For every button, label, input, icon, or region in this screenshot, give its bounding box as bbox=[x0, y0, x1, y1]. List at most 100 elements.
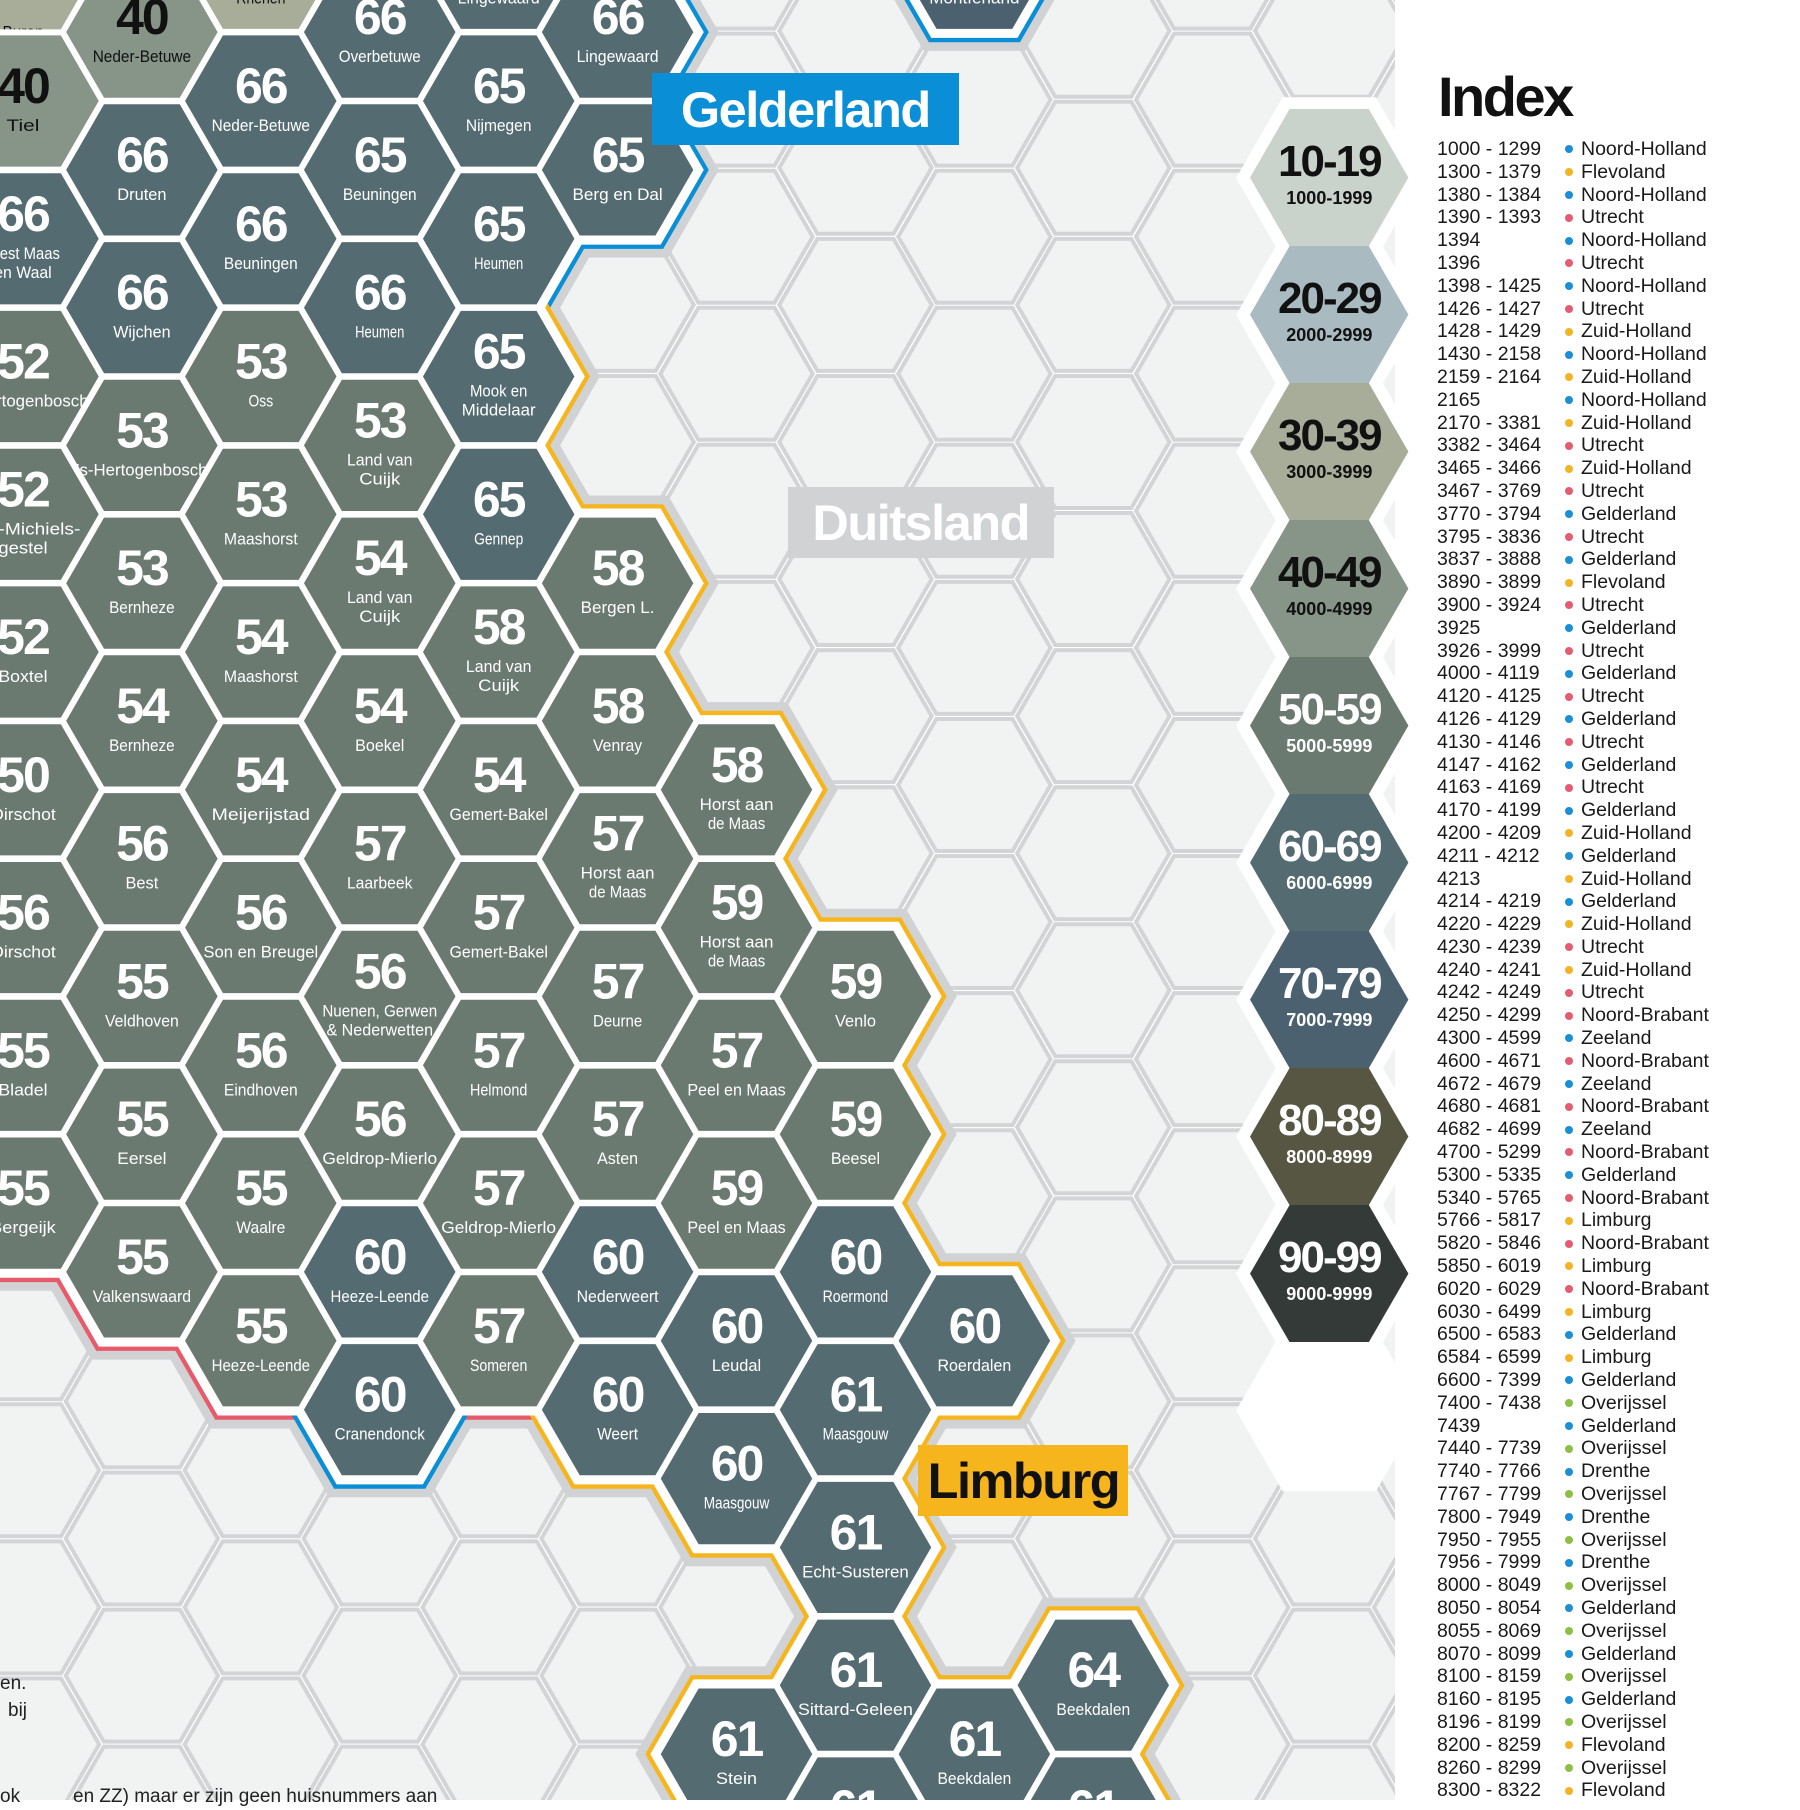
hex-municipality-name: Beekdalen bbox=[937, 1770, 1011, 1788]
legend-band-range: 50-59 bbox=[1278, 684, 1383, 734]
index-entry-province: Gelderland bbox=[1581, 890, 1677, 913]
index-entry-range: 8196 - 8199 bbox=[1437, 1710, 1542, 1733]
province-dot-icon bbox=[1565, 1330, 1573, 1339]
index-entry: 3770 - 3794 Gelderland bbox=[1437, 503, 1709, 526]
municipality-hex[interactable]: 54 Maashorst bbox=[178, 580, 344, 724]
province-dot-icon bbox=[1565, 213, 1573, 222]
index-entry-province: Zuid-Holland bbox=[1581, 365, 1692, 388]
hex-municipality-name: Sint-Michiels- bbox=[0, 520, 80, 538]
hex-municipality-name: Waalre bbox=[236, 1219, 285, 1237]
background-hex bbox=[1014, 648, 1172, 785]
hex-postcode-number: 65 bbox=[592, 127, 645, 183]
hex-municipality-name: Cuijk bbox=[359, 608, 401, 626]
municipality-hex[interactable]: 61 bbox=[776, 1751, 934, 1800]
index-entry: 4163 - 4169 Utrecht bbox=[1437, 776, 1709, 799]
municipality-hex[interactable]: 56 Nuenen, Gerwen& Nederwetten bbox=[297, 924, 463, 1068]
index-entry: 5850 - 6019 Limburg bbox=[1437, 1255, 1709, 1278]
province-dot-icon bbox=[1565, 1102, 1573, 1111]
municipality-hex[interactable]: 56 Best bbox=[59, 787, 225, 931]
municipality-hex[interactable]: 40 Tiel bbox=[0, 29, 106, 173]
index-entry-province: Gelderland bbox=[1581, 844, 1677, 867]
municipality-hex[interactable]: 56 Geldrop-Mierlo bbox=[297, 1062, 463, 1206]
municipality-hex-layer: Buren40Neder-Betuwe40TielRhenen66Overbet… bbox=[0, 0, 1173, 1800]
province-dot-icon bbox=[1565, 1490, 1573, 1499]
index-entry: 4240 - 4241 Zuid-Holland bbox=[1437, 959, 1709, 982]
municipality-hex[interactable]: 60 Roerdalen bbox=[891, 1269, 1058, 1413]
municipality-hex[interactable]: 61 bbox=[1014, 1751, 1172, 1800]
province-dot-icon bbox=[1565, 624, 1573, 633]
municipality-hex[interactable]: 60 Heeze-Leende bbox=[297, 1200, 463, 1344]
municipality-hex[interactable]: 55 Eersel bbox=[59, 1062, 225, 1206]
province-dot-icon bbox=[1565, 327, 1573, 336]
municipality-hex[interactable]: 55 Heeze-Leende bbox=[178, 1269, 344, 1413]
municipality-hex[interactable]: 60 Cranendonck bbox=[297, 1338, 463, 1482]
municipality-hex[interactable]: 59 Venlo bbox=[772, 924, 939, 1068]
hex-shape bbox=[297, 1338, 463, 1482]
hex-postcode-number: 54 bbox=[235, 747, 289, 803]
municipality-hex[interactable]: 59 Beesel bbox=[772, 1062, 939, 1206]
municipality-hex[interactable]: 61 Stein bbox=[653, 1682, 820, 1801]
municipality-hex[interactable]: 60 Maasgouw bbox=[653, 1407, 820, 1551]
index-entry-range: 6600 - 7399 bbox=[1437, 1369, 1542, 1392]
municipality-hex[interactable]: 56 Oirschot bbox=[0, 856, 106, 1000]
hex-municipality-name: Middelaar bbox=[462, 402, 536, 420]
index-entry: 3465 - 3466 Zuid-Holland bbox=[1437, 457, 1709, 480]
background-hex bbox=[1014, 374, 1172, 510]
hex-municipality-name: Land van bbox=[347, 589, 413, 607]
index-entry-range: 4120 - 4125 bbox=[1437, 685, 1542, 708]
hex-postcode-number: 59 bbox=[830, 953, 882, 1009]
province-dot-icon bbox=[1565, 259, 1573, 268]
hex-postcode-number: 59 bbox=[711, 1160, 763, 1216]
hex-postcode-number: 54 bbox=[354, 530, 408, 586]
index-entry-province: Utrecht bbox=[1581, 206, 1644, 229]
municipality-hex[interactable]: 56 Eindhoven bbox=[178, 993, 344, 1137]
index-entry-province: Gelderland bbox=[1581, 753, 1677, 776]
hex-postcode-number: 60 bbox=[354, 1229, 406, 1285]
index-entry-province: Overijssel bbox=[1581, 1665, 1667, 1688]
municipality-hex[interactable]: 60 Nederweert bbox=[534, 1200, 701, 1344]
province-dot-icon bbox=[1565, 168, 1573, 177]
index-entry-range: 5766 - 5817 bbox=[1437, 1209, 1542, 1232]
background-hex bbox=[63, 1470, 221, 1607]
index-entry: 7767 - 7799 Overijssel bbox=[1437, 1483, 1709, 1506]
index-entry-province: Zuid-Holland bbox=[1581, 958, 1692, 981]
index-entry-province: Utrecht bbox=[1581, 479, 1644, 502]
municipality-hex[interactable]: 60 Roermond bbox=[772, 1200, 939, 1344]
municipality-hex[interactable]: 57 Gemert-Bakel bbox=[416, 856, 582, 1000]
hex-municipality-name: Heumen bbox=[355, 324, 404, 342]
footnote-line-3-right: en ZZ) maar er zijn geen huisnummers aan bbox=[73, 1786, 438, 1807]
municipality-hex[interactable]: 61 Echt-Susteren bbox=[772, 1475, 939, 1619]
hex-municipality-name: Meijerijstad bbox=[212, 806, 310, 824]
index-entry-range: 4230 - 4239 bbox=[1437, 935, 1542, 958]
hex-postcode-number: 58 bbox=[711, 737, 764, 793]
municipality-hex[interactable]: 55 Valkenswaard bbox=[59, 1200, 225, 1344]
index-entry-range: 2165 bbox=[1437, 388, 1481, 411]
legend-band-70-79: 70-79 7000-7999 bbox=[1250, 931, 1409, 1069]
index-entry-range: 4240 - 4241 bbox=[1437, 958, 1542, 981]
province-dot-icon bbox=[1565, 1695, 1573, 1704]
municipality-hex[interactable]: Montferland bbox=[895, 0, 1053, 35]
municipality-hex[interactable]: 56 Son en Breugel bbox=[178, 856, 344, 1000]
hex-postcode-number: 40 bbox=[116, 0, 168, 45]
municipality-hex[interactable]: 55 Bladel bbox=[0, 993, 106, 1137]
hex-postcode-number: 57 bbox=[473, 885, 525, 941]
index-entry-province: Gelderland bbox=[1581, 616, 1677, 639]
municipality-hex[interactable]: 66 West Maasen Waal bbox=[0, 167, 106, 311]
index-entry: 4600 - 4671 Noord-Brabant bbox=[1437, 1050, 1709, 1073]
municipality-hex[interactable]: 66 Overbetuwe bbox=[297, 0, 463, 104]
municipality-hex[interactable]: 65 Heumen bbox=[416, 167, 582, 311]
municipality-hex[interactable]: 57 Helmond bbox=[416, 993, 582, 1137]
hex-postcode-number: 55 bbox=[235, 1298, 288, 1354]
index-entry-province: Zuid-Holland bbox=[1581, 867, 1692, 890]
index-entry: 7400 - 7438 Overijssel bbox=[1437, 1392, 1709, 1415]
municipality-hex[interactable]: 54 Meijerijstad bbox=[178, 718, 344, 862]
background-hex bbox=[420, 1539, 578, 1676]
province-dot-icon bbox=[1565, 1353, 1573, 1362]
hex-municipality-name: Stein bbox=[716, 1770, 757, 1788]
index-entry: 4130 - 4146 Utrecht bbox=[1437, 731, 1709, 754]
index-entry-province: Gelderland bbox=[1581, 548, 1677, 571]
municipality-hex[interactable]: 52 's-Hertogenbosch bbox=[0, 304, 106, 449]
hex-postcode-number: 65 bbox=[473, 471, 526, 527]
